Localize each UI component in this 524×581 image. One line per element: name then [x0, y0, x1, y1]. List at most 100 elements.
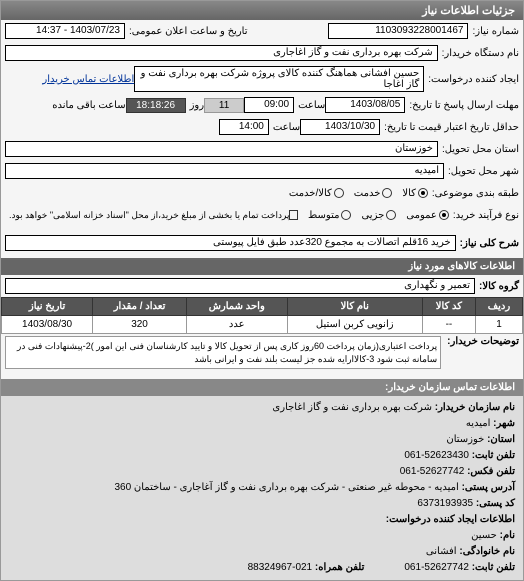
- price-validity-time-field: 14:00: [219, 119, 269, 135]
- announce-label: تاریخ و ساعت اعلان عمومی:: [125, 26, 248, 37]
- city-label: شهر محل تحویل:: [444, 166, 519, 177]
- category-option[interactable]: کالا/خدمت: [289, 188, 344, 199]
- radio-label: متوسط: [308, 210, 339, 221]
- time-label-1: ساعت: [294, 100, 325, 111]
- remaining-label: ساعت باقی مانده: [48, 100, 125, 111]
- fax-value: 52627742-061: [400, 466, 465, 477]
- ext-value: 021-88324967: [248, 562, 313, 573]
- buyer-contact-link[interactable]: اطلاعات تماس خریدار: [42, 74, 134, 85]
- radio-label: جزیی: [361, 210, 384, 221]
- table-row[interactable]: 1--زانویی کربن استیلعدد3201403/08/30: [2, 316, 523, 334]
- category-option[interactable]: خدمت: [354, 188, 393, 199]
- row-deadline: مهلت ارسال پاسخ تا تاریخ: 1403/08/05 ساع…: [1, 94, 523, 116]
- contact-section: نام سازمان خریدار: شرکت بهره برداری نفت …: [1, 396, 523, 580]
- radio-label: عمومی: [406, 210, 437, 221]
- table-header-cell: کد کالا: [422, 298, 475, 316]
- time-label-2: ساعت: [269, 122, 300, 133]
- category-radio-group: کالا خدمت کالا/خدمت: [289, 188, 428, 199]
- days-field: 11: [204, 98, 244, 113]
- creator-label: ایجاد کننده درخواست:: [424, 74, 519, 85]
- row-creator: ایجاد کننده درخواست: حسین افشانی هماهنگ …: [1, 64, 523, 94]
- radio-icon: [334, 188, 344, 198]
- radio-icon: [382, 188, 392, 198]
- contact-city-value: امیدیه: [466, 418, 491, 429]
- phone2-label: تلفن ثابت:: [472, 562, 515, 573]
- row-need-desc: شرح کلی نیاز: خرید 16قلم اتصالات به مجمو…: [1, 232, 523, 254]
- contact-province-label: استان:: [487, 434, 515, 445]
- row-buyer-notes: توضیحات خریدار: پرداخت اعتباری(زمان پردا…: [1, 334, 523, 371]
- need-number-label: شماره نیاز:: [468, 26, 519, 37]
- deadline-date-field: 1403/08/05: [325, 97, 405, 113]
- category-label: طبقه بندی موضوعی:: [428, 188, 519, 199]
- process-option[interactable]: متوسط: [308, 210, 351, 221]
- device-name-label: نام دستگاه خریدار:: [438, 48, 519, 59]
- radio-icon: [418, 188, 428, 198]
- contact-header: اطلاعات تماس سازمان خریدار:: [1, 379, 523, 396]
- buyer-notes-label: توضیحات خریدار:: [441, 336, 519, 369]
- creator-field: حسین افشانی هماهنگ کننده کالای پروژه شرک…: [134, 66, 424, 92]
- phone2-value: 52627742-061: [404, 562, 469, 573]
- radio-label: کالا/خدمت: [289, 188, 332, 199]
- name-label: نام:: [500, 530, 515, 541]
- row-price-validity: حداقل تاریخ اعتبار قیمت تا تاریخ: 1403/1…: [1, 116, 523, 138]
- radio-label: خدمت: [354, 188, 381, 199]
- buyer-notes-text: پرداخت اعتباری(زمان پرداخت 60روز کاری پس…: [5, 336, 441, 369]
- days-label: روز: [186, 100, 205, 111]
- goods-table: ردیفکد کالانام کالاواحد شمارشتعداد / مقد…: [1, 297, 523, 334]
- postal-value: امیدیه - محوطه غیر صنعتی - شرکت بهره برد…: [114, 482, 458, 493]
- table-cell: 1: [476, 316, 523, 334]
- row-device-name: نام دستگاه خریدار: شرکت بهره برداری نفت …: [1, 42, 523, 64]
- org-value: شرکت بهره برداری نفت و گاز اغاجاری: [272, 402, 432, 413]
- phone-label: تلفن ثابت:: [472, 450, 515, 461]
- payment-checkbox[interactable]: [289, 210, 298, 220]
- goods-section-title: اطلاعات کالاهای مورد نیاز: [1, 258, 523, 275]
- surname-value: افشانی: [426, 546, 457, 557]
- table-header-row: ردیفکد کالانام کالاواحد شمارشتعداد / مقد…: [2, 298, 523, 316]
- deadline-label: مهلت ارسال پاسخ تا تاریخ:: [405, 100, 519, 111]
- radio-icon: [341, 210, 351, 220]
- postcode-value: 6373193935: [417, 498, 473, 509]
- table-header-cell: ردیف: [476, 298, 523, 316]
- org-label: نام سازمان خریدار:: [435, 402, 515, 413]
- row-city: شهر محل تحویل: امیدیه: [1, 160, 523, 182]
- postal-label: آدرس پستی:: [462, 482, 515, 493]
- phone-value: 52623430-061: [404, 450, 469, 461]
- goods-group-field: تعمیر و نگهداری: [5, 278, 475, 294]
- city-field: امیدیه: [5, 163, 444, 179]
- need-desc-label: شرح کلی نیاز:: [456, 238, 519, 249]
- details-panel: جزئیات اطلاعات نیاز شماره نیاز: 11030932…: [0, 0, 524, 581]
- contact-city-label: شهر:: [493, 418, 515, 429]
- process-option[interactable]: عمومی: [406, 210, 449, 221]
- goods-group-label: گروه کالا:: [475, 281, 519, 292]
- device-name-field: شرکت بهره برداری نفت و گاز اغاجاری: [5, 45, 438, 61]
- table-header-cell: واحد شمارش: [186, 298, 287, 316]
- payment-note: پرداخت تمام یا بخشی از مبلغ خرید،از محل …: [5, 210, 289, 221]
- process-radio-group: عمومی جزیی متوسط: [308, 210, 449, 221]
- need-desc-field: خرید 16قلم اتصالات به مجموع 320عدد طبق ف…: [5, 235, 456, 251]
- table-cell: --: [422, 316, 475, 334]
- process-label: نوع فرآیند خرید:: [449, 210, 519, 221]
- fax-label: تلفن فکس:: [467, 466, 515, 477]
- contact-province-value: خوزستان: [446, 434, 484, 445]
- price-validity-date-field: 1403/10/30: [300, 119, 380, 135]
- province-label: استان محل تحویل:: [438, 144, 519, 155]
- table-header-cell: نام کالا: [287, 298, 422, 316]
- table-cell: عدد: [186, 316, 287, 334]
- announce-field: 1403/07/23 - 14:37: [5, 23, 125, 39]
- ext-label: تلفن همراه:: [315, 562, 364, 573]
- radio-icon: [386, 210, 396, 220]
- row-need-number: شماره نیاز: 1103093228001467 تاریخ و ساع…: [1, 20, 523, 42]
- table-cell: 1403/08/30: [2, 316, 93, 334]
- name-value: حسین: [471, 530, 497, 541]
- table-header-cell: تعداد / مقدار: [93, 298, 187, 316]
- panel-title: جزئیات اطلاعات نیاز: [1, 1, 523, 20]
- need-number-field: 1103093228001467: [328, 23, 468, 39]
- table-cell: 320: [93, 316, 187, 334]
- price-validity-label: حداقل تاریخ اعتبار قیمت تا تاریخ:: [380, 122, 519, 133]
- row-province: استان محل تحویل: خوزستان: [1, 138, 523, 160]
- table-body: 1--زانویی کربن استیلعدد3201403/08/30: [2, 316, 523, 334]
- process-option[interactable]: جزیی: [361, 210, 396, 221]
- table-cell: زانویی کربن استیل: [287, 316, 422, 334]
- category-option[interactable]: کالا: [402, 188, 428, 199]
- surname-label: نام خانوادگی:: [459, 546, 515, 557]
